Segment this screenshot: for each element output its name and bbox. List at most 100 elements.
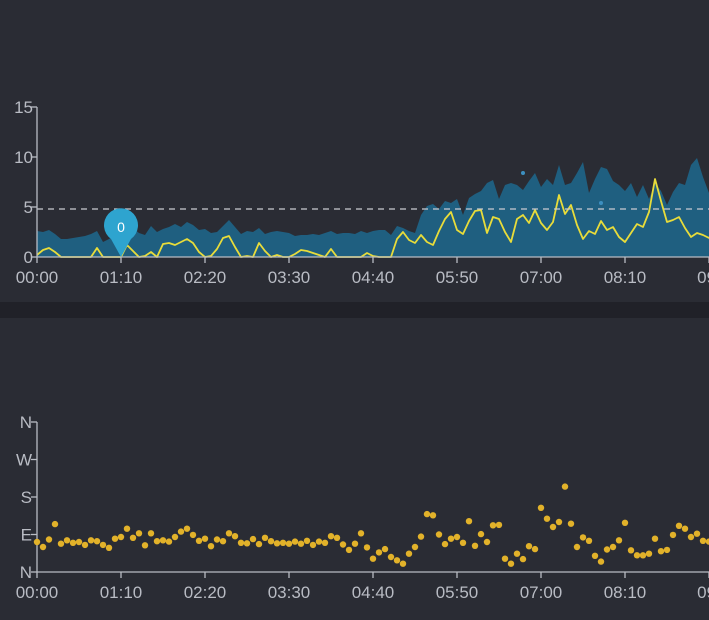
direction-point bbox=[249, 535, 257, 543]
direction-point bbox=[657, 548, 665, 555]
direction-point bbox=[645, 550, 653, 557]
direction-point bbox=[99, 541, 107, 549]
direction-point bbox=[333, 534, 341, 541]
x-tick-label: 07:00 bbox=[520, 583, 563, 602]
x-tick-label: 09: bbox=[697, 583, 709, 602]
direction-point bbox=[339, 541, 347, 548]
direction-point bbox=[633, 552, 641, 559]
direction-point bbox=[585, 537, 593, 544]
y-tick-label: E bbox=[21, 526, 32, 545]
direction-point bbox=[165, 538, 173, 545]
direction-point bbox=[345, 546, 353, 554]
wind-speed-chart: 0 5 10 15 00:00 01:10 02:20 03:30 04:40 05:50 07:0… bbox=[14, 98, 709, 287]
min-value-marker: 0 bbox=[104, 208, 138, 257]
direction-point bbox=[549, 523, 557, 531]
direction-point bbox=[573, 543, 581, 551]
x-tick-label: 00:00 bbox=[16, 583, 59, 602]
direction-point bbox=[495, 521, 503, 529]
direction-point bbox=[351, 540, 359, 547]
direction-point bbox=[399, 560, 407, 567]
direction-point bbox=[387, 553, 395, 561]
direction-point bbox=[675, 522, 683, 529]
marker-pin-shape bbox=[104, 208, 138, 257]
direction-point bbox=[621, 519, 629, 526]
x-tick-label: 05:50 bbox=[436, 583, 479, 602]
y-tick-label: N bbox=[20, 563, 32, 582]
wind-direction-panel: N E S W N 00:00 01:10 02:20 03:30 04:40 05:50 07:00… bbox=[0, 318, 709, 620]
direction-point bbox=[141, 542, 149, 549]
direction-point bbox=[609, 543, 617, 551]
direction-point bbox=[555, 518, 563, 526]
direction-point bbox=[231, 533, 239, 540]
direction-point bbox=[201, 535, 209, 542]
direction-point bbox=[423, 510, 431, 518]
direction-point bbox=[603, 546, 611, 553]
direction-point bbox=[285, 540, 293, 547]
direction-point bbox=[51, 520, 59, 528]
gust-point bbox=[521, 171, 525, 175]
direction-point bbox=[291, 538, 299, 545]
direction-point bbox=[117, 533, 125, 541]
direction-point bbox=[219, 538, 227, 545]
direction-point bbox=[75, 538, 83, 546]
direction-point bbox=[111, 535, 119, 542]
direction-point bbox=[363, 544, 371, 551]
direction-point bbox=[477, 530, 485, 538]
marker-label: 0 bbox=[117, 219, 125, 235]
x-tick-label: 02:20 bbox=[184, 583, 227, 602]
direction-point bbox=[393, 557, 401, 564]
direction-point bbox=[303, 537, 311, 544]
direction-point bbox=[93, 538, 101, 545]
direction-point bbox=[519, 555, 527, 563]
direction-point bbox=[501, 555, 509, 562]
direction-point bbox=[465, 518, 473, 525]
direction-point bbox=[159, 537, 167, 544]
direction-point bbox=[189, 531, 197, 539]
direction-point bbox=[105, 544, 113, 551]
direction-point bbox=[81, 541, 89, 549]
direction-point bbox=[39, 543, 47, 551]
direction-point bbox=[615, 537, 623, 544]
direction-point bbox=[567, 520, 575, 527]
direction-point bbox=[459, 539, 467, 546]
direction-point bbox=[411, 543, 419, 551]
direction-point bbox=[45, 536, 53, 543]
direction-point bbox=[123, 525, 131, 532]
direction-point bbox=[267, 538, 275, 545]
direction-point bbox=[417, 533, 425, 540]
direction-point bbox=[381, 545, 389, 553]
y-tick-label: 0 bbox=[24, 248, 33, 267]
direction-point bbox=[69, 539, 77, 546]
direction-point bbox=[177, 528, 185, 535]
direction-point bbox=[699, 537, 707, 544]
direction-point bbox=[489, 522, 497, 529]
x-tick-label: 05:50 bbox=[436, 268, 479, 287]
direction-point bbox=[183, 525, 191, 532]
direction-point bbox=[315, 538, 323, 545]
direction-point bbox=[147, 530, 155, 537]
direction-point bbox=[309, 541, 317, 549]
direction-point bbox=[429, 512, 437, 519]
x-tick-label: 09: bbox=[697, 268, 709, 287]
direction-point bbox=[531, 545, 539, 553]
direction-point bbox=[705, 538, 709, 545]
direction-point bbox=[405, 550, 413, 557]
x-tick-label: 01:10 bbox=[100, 268, 143, 287]
direction-point bbox=[261, 534, 269, 541]
direction-point bbox=[681, 525, 689, 532]
avg-speed-line bbox=[36, 178, 709, 258]
direction-point bbox=[441, 540, 449, 548]
direction-point bbox=[225, 530, 233, 537]
wind-speed-panel: 0 5 10 15 00:00 01:10 02:20 03:30 04:40 05:50 07:0… bbox=[0, 0, 709, 302]
gust-point bbox=[599, 201, 603, 205]
direction-point bbox=[87, 537, 95, 544]
direction-point bbox=[195, 537, 203, 544]
panel-divider bbox=[0, 302, 709, 318]
y-tick-label: 5 bbox=[24, 198, 33, 217]
x-tick-label: 03:30 bbox=[268, 268, 311, 287]
direction-point bbox=[135, 530, 143, 537]
gust-area bbox=[37, 158, 709, 257]
direction-point bbox=[513, 550, 521, 557]
direction-point bbox=[651, 535, 659, 542]
x-tick-label: 08:10 bbox=[604, 583, 647, 602]
